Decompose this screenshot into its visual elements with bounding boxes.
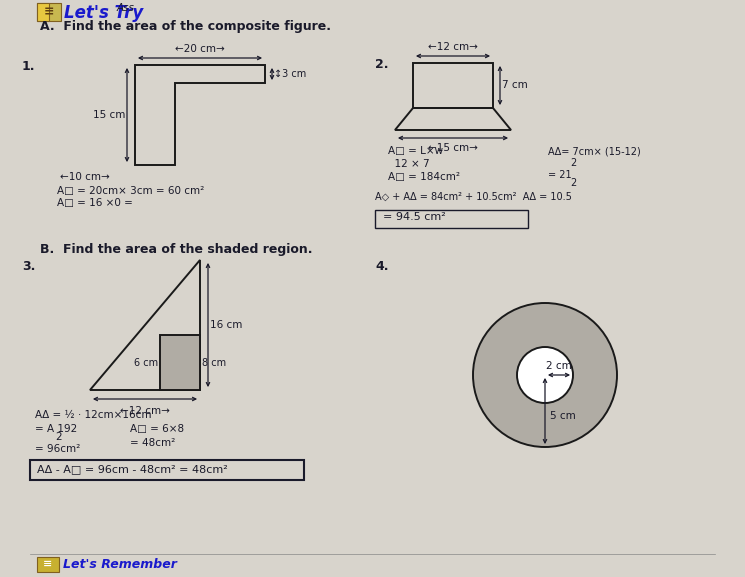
Text: A□ = 20cm× 3cm = 60 cm²: A□ = 20cm× 3cm = 60 cm² bbox=[57, 186, 204, 196]
Text: 16 cm: 16 cm bbox=[210, 320, 242, 330]
Text: = 21: = 21 bbox=[548, 170, 571, 180]
Text: AΔ= 7cm× (15-12): AΔ= 7cm× (15-12) bbox=[548, 146, 641, 156]
Text: 4.: 4. bbox=[375, 260, 388, 273]
Text: A□ = 6×8: A□ = 6×8 bbox=[130, 424, 184, 434]
Text: ←12 cm→: ←12 cm→ bbox=[428, 42, 478, 52]
Text: A□ = L×w: A□ = L×w bbox=[388, 146, 443, 156]
Text: 5 cm: 5 cm bbox=[550, 411, 576, 421]
Text: A□ = 184cm²: A□ = 184cm² bbox=[388, 172, 460, 182]
Text: A□ = 16 ×0 =: A□ = 16 ×0 = bbox=[57, 198, 133, 208]
Text: 2: 2 bbox=[55, 432, 62, 442]
Text: A◇ + AΔ = 84cm² + 10.5cm²  AΔ = 10.5: A◇ + AΔ = 84cm² + 10.5cm² AΔ = 10.5 bbox=[375, 192, 572, 202]
Bar bbox=[37, 557, 59, 572]
Text: = 96cm²: = 96cm² bbox=[35, 444, 80, 454]
Text: 12 × 7: 12 × 7 bbox=[388, 159, 430, 169]
Bar bbox=[37, 3, 61, 21]
Text: ←12 cm→: ←12 cm→ bbox=[120, 406, 170, 416]
Text: ≡: ≡ bbox=[43, 559, 53, 569]
Text: 2: 2 bbox=[570, 178, 576, 188]
Text: 8 cm: 8 cm bbox=[202, 358, 226, 368]
Text: 3.: 3. bbox=[22, 260, 35, 273]
Text: 15 cm: 15 cm bbox=[92, 110, 125, 120]
Text: ←10 cm→: ←10 cm→ bbox=[60, 172, 110, 182]
Bar bbox=[413, 63, 493, 108]
Text: 1.: 1. bbox=[22, 60, 36, 73]
Text: AΔ = ½ · 12cm×16cm: AΔ = ½ · 12cm×16cm bbox=[35, 410, 151, 420]
Text: Ass: Ass bbox=[117, 3, 135, 13]
Text: = A 192: = A 192 bbox=[35, 424, 77, 434]
Circle shape bbox=[473, 303, 617, 447]
Text: Let's Remember: Let's Remember bbox=[63, 559, 177, 571]
Text: A.  Find the area of the composite figure.: A. Find the area of the composite figure… bbox=[40, 20, 331, 33]
Text: 6 cm: 6 cm bbox=[134, 358, 158, 368]
Text: 7 cm: 7 cm bbox=[502, 81, 527, 91]
Text: ←20 cm→: ←20 cm→ bbox=[175, 44, 225, 54]
Circle shape bbox=[517, 347, 573, 403]
Text: 2 cm: 2 cm bbox=[546, 361, 572, 371]
Text: B.  Find the area of the shaded region.: B. Find the area of the shaded region. bbox=[40, 243, 312, 256]
Text: = 48cm²: = 48cm² bbox=[130, 438, 175, 448]
Text: AΔ - A□ = 96cm - 48cm² = 48cm²: AΔ - A□ = 96cm - 48cm² = 48cm² bbox=[37, 464, 228, 474]
Text: 2.: 2. bbox=[375, 58, 388, 71]
Text: = 94.5 cm²: = 94.5 cm² bbox=[383, 212, 446, 222]
Text: Let's Try: Let's Try bbox=[64, 4, 143, 22]
Text: 2: 2 bbox=[570, 158, 576, 168]
Bar bbox=[37, 3, 49, 21]
Text: ≡: ≡ bbox=[44, 6, 54, 18]
Text: ←15 cm→: ←15 cm→ bbox=[428, 143, 478, 153]
Bar bbox=[160, 335, 200, 390]
Text: ↕3 cm: ↕3 cm bbox=[274, 69, 306, 79]
